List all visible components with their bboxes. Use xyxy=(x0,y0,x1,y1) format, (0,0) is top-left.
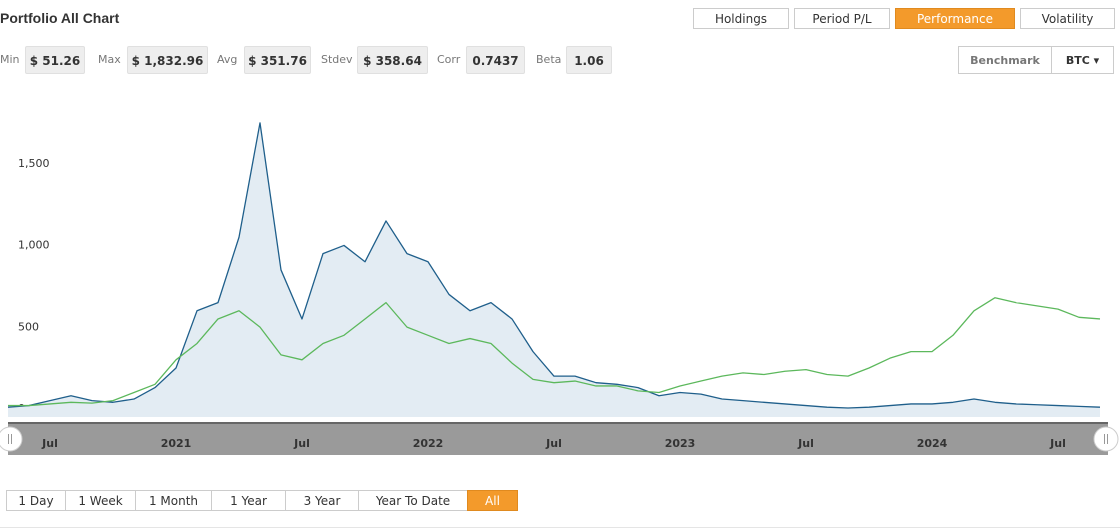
stat-value: 0.7437 xyxy=(466,46,525,74)
divider xyxy=(0,527,1120,528)
x-tick-label: 2024 xyxy=(917,437,948,450)
range-button[interactable]: Year To Date xyxy=(358,490,468,511)
chart: 05001,0001,500Jul2021Jul2022Jul2023Jul20… xyxy=(0,122,1119,455)
stat-value: $ 51.26 xyxy=(25,46,85,74)
x-tick-label: Jul xyxy=(545,437,562,450)
range-button[interactable]: 1 Month xyxy=(135,490,212,511)
stat-label: Min xyxy=(0,53,20,66)
view-button[interactable]: Performance xyxy=(895,8,1015,29)
navigator-handle[interactable] xyxy=(1093,426,1119,452)
view-button[interactable]: Period P/L xyxy=(794,8,890,29)
range-button[interactable]: 1 Year xyxy=(211,490,286,511)
x-tick-label: 2023 xyxy=(665,437,696,450)
x-tick-label: 2022 xyxy=(413,437,444,450)
stat-label: Max xyxy=(98,53,121,66)
x-tick-label: Jul xyxy=(797,437,814,450)
benchmark-value: BTC xyxy=(1065,54,1090,67)
x-tick-label: Jul xyxy=(41,437,58,450)
stat-value: $ 1,832.96 xyxy=(127,46,208,74)
stat-label: Avg xyxy=(217,53,238,66)
range-button[interactable]: 1 Week xyxy=(65,490,136,511)
series-line xyxy=(7,122,1101,409)
range-button[interactable]: All xyxy=(467,490,518,511)
range-button[interactable]: 1 Day xyxy=(6,490,66,511)
stat-label: Stdev xyxy=(321,53,353,66)
stat-value: 1.06 xyxy=(566,46,612,74)
navigator-handle[interactable] xyxy=(0,426,23,452)
stat-value: $ 351.76 xyxy=(244,46,311,74)
stat-value: $ 358.64 xyxy=(357,46,428,74)
x-tick-label: Jul xyxy=(293,437,310,450)
x-tick-label: Jul xyxy=(1049,437,1066,450)
range-button[interactable]: 3 Year xyxy=(285,490,359,511)
view-button[interactable]: Holdings xyxy=(693,8,789,29)
page-title: Portfolio All Chart xyxy=(0,10,120,26)
navigator xyxy=(8,424,1108,455)
y-tick-label: 1,500 xyxy=(18,157,50,170)
x-tick-label: 2021 xyxy=(161,437,192,450)
stat-label: Beta xyxy=(536,53,562,66)
y-tick-label: 500 xyxy=(18,320,39,333)
benchmark-button[interactable]: Benchmark xyxy=(958,46,1052,74)
y-tick-label: 1,000 xyxy=(18,239,50,252)
view-button[interactable]: Volatility xyxy=(1020,8,1115,29)
benchmark-select[interactable]: BTC ▾ xyxy=(1051,46,1114,74)
series-area xyxy=(8,122,1100,418)
series-line xyxy=(8,297,1101,407)
stat-label: Corr xyxy=(437,53,461,66)
